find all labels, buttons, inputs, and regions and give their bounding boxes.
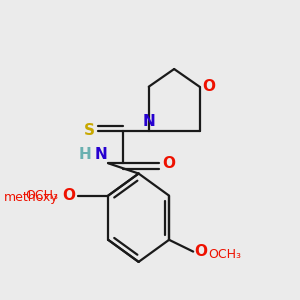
Text: O: O bbox=[162, 156, 175, 171]
Text: O: O bbox=[63, 188, 76, 203]
Text: H: H bbox=[79, 147, 92, 162]
Text: methoxy: methoxy bbox=[4, 190, 59, 204]
Text: O: O bbox=[194, 244, 207, 259]
Text: N: N bbox=[94, 147, 107, 162]
Text: N: N bbox=[142, 114, 155, 129]
Text: O: O bbox=[202, 79, 216, 94]
Text: S: S bbox=[84, 123, 95, 138]
Text: OCH₃: OCH₃ bbox=[208, 248, 242, 261]
Text: OCH₃: OCH₃ bbox=[26, 189, 59, 202]
